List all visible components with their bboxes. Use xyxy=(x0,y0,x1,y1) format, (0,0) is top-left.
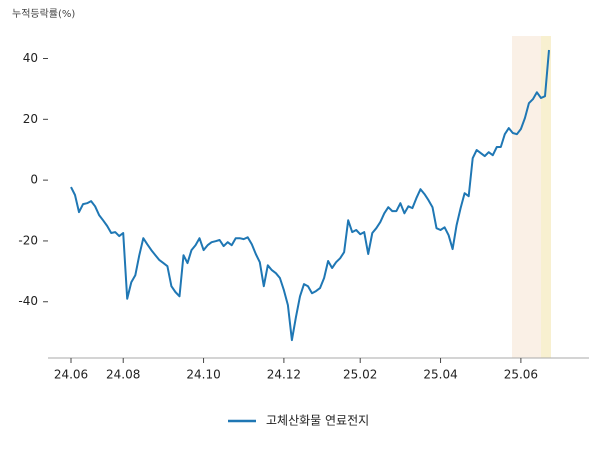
y-tick-label: -40 xyxy=(18,294,38,308)
x-tick-label: 25.02 xyxy=(343,368,377,382)
legend-label: 고체산화물 연료전지 xyxy=(266,414,369,428)
x-tick-label: 25.04 xyxy=(423,368,457,382)
x-tick-label: 24.08 xyxy=(106,368,140,382)
series-line xyxy=(70,49,550,342)
x-tick-label: 24.10 xyxy=(186,368,220,382)
y-axis-label: 누적등락률(%) xyxy=(12,8,75,20)
y-tick-label: 40 xyxy=(23,51,38,65)
x-tick-label: 24.06 xyxy=(54,368,88,382)
highlight-region-recent xyxy=(541,36,551,358)
x-tick-label: 25.06 xyxy=(504,368,538,382)
x-tick-label: 24.12 xyxy=(267,368,301,382)
y-tick-label: -20 xyxy=(18,233,38,247)
y-tick-label: 20 xyxy=(23,112,38,126)
y-tick-label: 0 xyxy=(30,173,38,187)
highlight-region xyxy=(512,36,541,358)
